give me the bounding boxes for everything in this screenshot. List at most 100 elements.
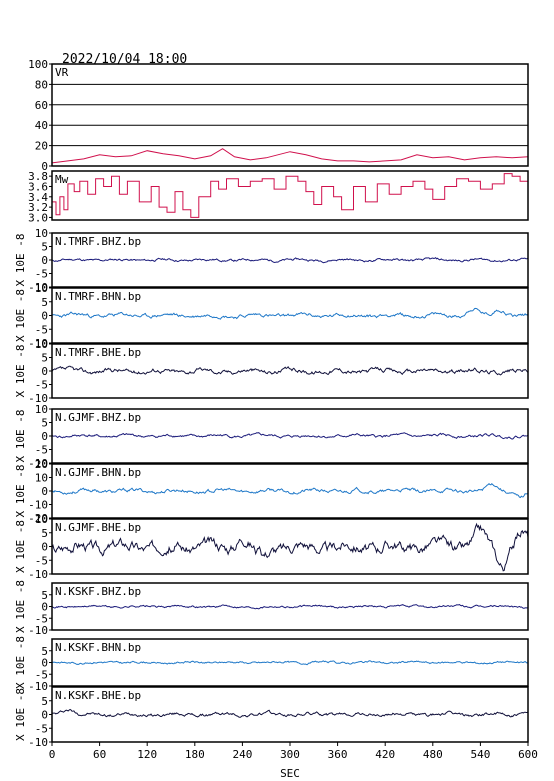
panel-frame bbox=[51, 463, 529, 519]
panel-label: N.TMRF.BHZ.bp bbox=[55, 235, 141, 248]
x-tick-label: 120 bbox=[137, 748, 157, 761]
x-tick-label: 300 bbox=[280, 748, 300, 761]
panel-frame bbox=[51, 518, 529, 575]
y-tick-label: -10 bbox=[28, 281, 48, 294]
y-axis-label: X 10E -8 bbox=[14, 636, 27, 689]
y-tick-label: 10 bbox=[35, 227, 48, 240]
panel-label: N.GJMF.BHN.bp bbox=[55, 466, 141, 479]
panel-label: VR bbox=[55, 66, 69, 79]
y-tick-label: 5 bbox=[41, 589, 48, 602]
trace-tmr-bhn bbox=[51, 307, 529, 320]
y-tick-label: 0 bbox=[41, 365, 48, 378]
y-tick-label: 5 bbox=[41, 296, 48, 309]
y-tick-label: -5 bbox=[35, 268, 48, 281]
panel-frame bbox=[51, 408, 529, 464]
y-axis-label: X 10E -8 bbox=[14, 688, 27, 741]
y-tick-label: 10 bbox=[35, 403, 48, 416]
y-axis-label: X 10E -8 bbox=[14, 234, 27, 287]
y-tick-label: 0 bbox=[41, 541, 48, 554]
y-axis-label: X 10E -8 bbox=[14, 289, 27, 342]
panel-frame bbox=[51, 343, 529, 399]
y-axis-label: X 10E -8 bbox=[14, 520, 27, 573]
panel-label: N.TMRF.BHN.bp bbox=[55, 290, 141, 303]
y-tick-label: 100 bbox=[28, 58, 48, 71]
panel-ksk-bhe: -10-505 X 10E -8 N.KSKF.BHE.bp bbox=[14, 686, 529, 749]
y-tick-label: 3.4 bbox=[28, 191, 48, 204]
trace-ksk-bhe bbox=[51, 708, 529, 718]
y-tick-label: -10 bbox=[28, 392, 48, 405]
y-tick-label: -10 bbox=[28, 624, 48, 637]
panel-label: N.KSKF.BHN.bp bbox=[55, 641, 141, 654]
y-tick-label: 20 bbox=[35, 458, 48, 471]
y-tick-label: 5 bbox=[41, 695, 48, 708]
y-tick-label: 10 bbox=[35, 513, 48, 526]
y-tick-label: 0 bbox=[41, 485, 48, 498]
x-tick-label: 0 bbox=[49, 748, 56, 761]
x-axis: 0 60 120 180 240 300 360 420 480 540 600 bbox=[49, 742, 538, 761]
y-tick-label: 10 bbox=[35, 282, 48, 295]
y-tick-label: 5 bbox=[41, 417, 48, 430]
panel-label: Mw bbox=[55, 173, 69, 186]
x-tick-label: 600 bbox=[518, 748, 538, 761]
y-tick-label: 0 bbox=[41, 709, 48, 722]
y-tick-label: -10 bbox=[28, 568, 48, 581]
y-tick-label: -5 bbox=[35, 668, 48, 681]
panel-vr: 0 20 40 60 80 100 VR bbox=[28, 58, 529, 173]
y-tick-label: 40 bbox=[35, 119, 48, 132]
y-tick-label: -10 bbox=[28, 337, 48, 350]
y-tick-label: 3.0 bbox=[28, 211, 48, 224]
trace-ksk-bhz bbox=[51, 604, 529, 610]
y-tick-label: -20 bbox=[28, 512, 48, 525]
y-tick-label: 0 bbox=[41, 254, 48, 267]
y-axis-label: X 10E -8 bbox=[14, 410, 27, 463]
x-tick-label: 420 bbox=[375, 748, 395, 761]
y-tick-label: 20 bbox=[35, 140, 48, 153]
x-tick-label: 180 bbox=[185, 748, 205, 761]
y-tick-label: -5 bbox=[35, 722, 48, 735]
panel-ksk-bhn: -10-505 X 10E -8 N.KSKF.BHN.bp bbox=[14, 636, 529, 693]
panel-frame bbox=[51, 638, 529, 687]
y-tick-label: -5 bbox=[35, 444, 48, 457]
trace-tmr-bhe bbox=[51, 365, 529, 376]
x-tick-label: 360 bbox=[328, 748, 348, 761]
panel-frame bbox=[51, 232, 529, 288]
y-tick-label: 5 bbox=[41, 352, 48, 365]
y-axis-label: X 10E -8 bbox=[14, 580, 27, 633]
panel-frame bbox=[51, 287, 529, 344]
panel-frame bbox=[51, 63, 529, 167]
y-tick-label: -5 bbox=[35, 379, 48, 392]
y-tick-label: -5 bbox=[35, 323, 48, 336]
x-tick-label: 240 bbox=[232, 748, 252, 761]
y-tick-label: 3.8 bbox=[28, 170, 48, 183]
trace-gjm-bhz bbox=[51, 432, 529, 440]
panel-frame bbox=[51, 582, 529, 631]
y-tick-label: 5 bbox=[41, 645, 48, 658]
panel-label: N.KSKF.BHE.bp bbox=[55, 689, 141, 702]
x-tick-label: 60 bbox=[93, 748, 106, 761]
panel-label: N.GJMF.BHZ.bp bbox=[55, 411, 141, 424]
y-tick-label: 0 bbox=[41, 657, 48, 670]
trace-gjm-bhn bbox=[51, 482, 529, 499]
panel-label: N.GJMF.BHE.bp bbox=[55, 521, 141, 534]
y-tick-label: 60 bbox=[35, 99, 48, 112]
y-tick-label: -5 bbox=[35, 554, 48, 567]
y-tick-label: 10 bbox=[35, 338, 48, 351]
trace-gjm-bhe bbox=[51, 522, 529, 572]
panel-mw: 3.03.23.43.63.8 Mw bbox=[28, 170, 529, 224]
y-tick-label: -10 bbox=[28, 499, 48, 512]
panel-label: N.TMRF.BHE.bp bbox=[55, 346, 141, 359]
y-tick-label: 0 bbox=[41, 160, 48, 173]
y-tick-label: 0 bbox=[41, 601, 48, 614]
y-tick-label: 5 bbox=[41, 527, 48, 540]
y-tick-label: -5 bbox=[35, 612, 48, 625]
y-axis-label: X 10E -8 bbox=[14, 345, 27, 398]
y-tick-label: 10 bbox=[35, 472, 48, 485]
y-tick-label: 3.6 bbox=[28, 180, 48, 193]
